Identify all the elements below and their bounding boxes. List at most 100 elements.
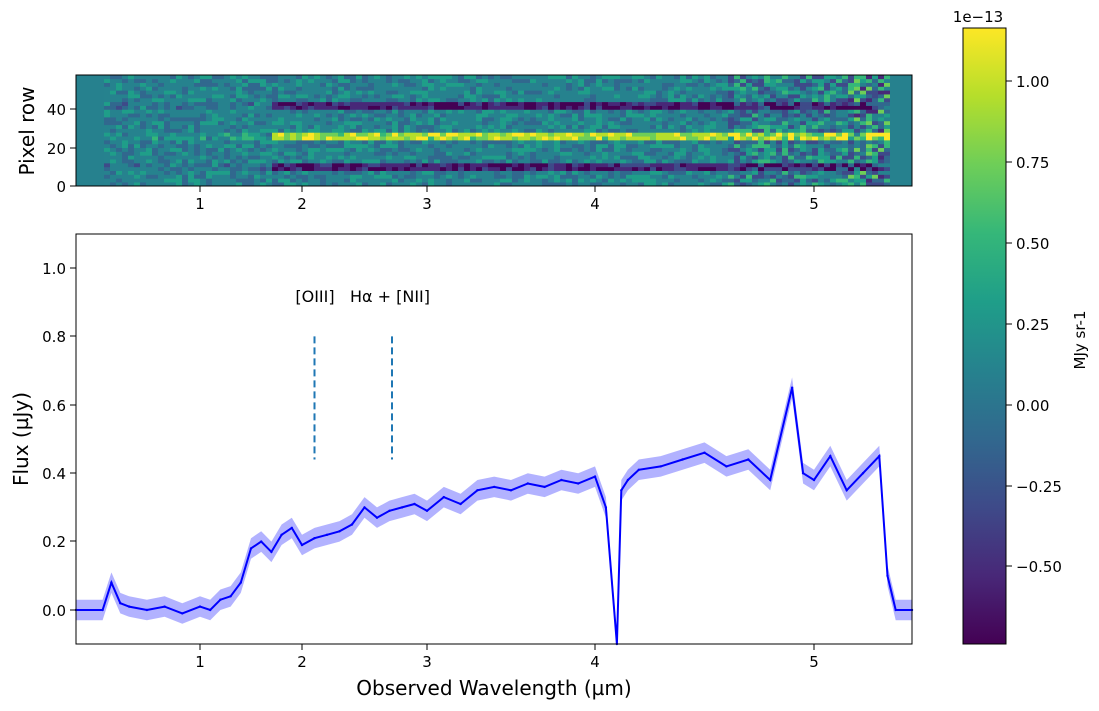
- heatmap-cell: [632, 120, 638, 126]
- heatmap-cell: [530, 128, 536, 133]
- heatmap-cell: [368, 124, 374, 129]
- colorbar-scale-label: 1e−13: [953, 8, 1003, 26]
- heatmap-cell: [200, 75, 206, 80]
- heatmap-cell: [494, 97, 500, 103]
- heatmap-cell: [530, 124, 536, 129]
- heatmap-cell: [584, 136, 590, 141]
- heatmap-cell: [566, 174, 572, 179]
- heatmap-cell: [752, 136, 758, 141]
- heatmap-cell: [182, 97, 188, 103]
- heatmap-cell: [284, 140, 290, 145]
- heatmap-cell: [704, 174, 710, 179]
- heatmap-cell: [434, 94, 440, 99]
- heatmap-cell: [836, 182, 842, 187]
- heatmap-cell: [128, 174, 134, 179]
- heatmap-cell: [800, 151, 806, 156]
- heatmap-cell: [758, 143, 764, 149]
- heatmap-cell: [254, 182, 260, 187]
- heatmap-cell: [212, 128, 218, 133]
- flux-point: [198, 605, 202, 608]
- heatmap-cell: [602, 132, 608, 137]
- heatmap-cell: [620, 109, 626, 114]
- heatmap-cell: [362, 105, 368, 110]
- heatmap-cell: [290, 182, 296, 187]
- heatmap-cell: [830, 101, 836, 106]
- heatmap-cell: [314, 159, 320, 164]
- heatmap-cell: [260, 128, 266, 133]
- heatmap-cell: [362, 120, 368, 126]
- heatmap-cell: [302, 182, 308, 187]
- heatmap-cell: [470, 155, 476, 160]
- heatmap-cell: [266, 140, 272, 145]
- heatmap-cell: [662, 132, 668, 137]
- heatmap-cell: [830, 109, 836, 114]
- heatmap-cell: [608, 159, 614, 164]
- heatmap-cell: [164, 113, 170, 118]
- heatmap-cell: [860, 182, 866, 187]
- heatmap-cell: [632, 101, 638, 106]
- heatmap-cell: [842, 155, 848, 160]
- heatmap-cell: [596, 86, 602, 91]
- heatmap-cell: [302, 120, 308, 126]
- heatmap-cell: [488, 174, 494, 179]
- heatmap-cell: [638, 128, 644, 133]
- heatmap-cell: [800, 128, 806, 133]
- heatmap-cell: [266, 78, 272, 83]
- heatmap-cell: [698, 82, 704, 87]
- heatmap-cell: [572, 90, 578, 95]
- heatmap-cell: [380, 109, 386, 114]
- heatmap-cell: [818, 101, 824, 106]
- heatmap-cell: [512, 178, 518, 183]
- heatmap-cell: [494, 90, 500, 95]
- heatmap-cell: [302, 166, 308, 171]
- heatmap-cell: [302, 105, 308, 110]
- heatmap-cell: [392, 140, 398, 145]
- heatmap-cell: [734, 94, 740, 99]
- heatmap-cell: [146, 101, 152, 106]
- heatmap-cell: [632, 117, 638, 122]
- heatmap-cell: [446, 97, 452, 103]
- heatmap-cell: [248, 147, 254, 152]
- heatmap-cell: [416, 140, 422, 145]
- flux-point: [375, 516, 379, 519]
- heatmap-cell: [122, 97, 128, 103]
- heatmap-cell: [872, 124, 878, 129]
- heatmap-cell: [308, 174, 314, 179]
- heatmap-cell: [428, 117, 434, 122]
- heatmap-cell: [806, 117, 812, 122]
- heatmap-cell: [320, 178, 326, 183]
- heatmap-cell: [554, 140, 560, 145]
- heatmap-cell: [350, 174, 356, 179]
- heatmap-cell: [758, 151, 764, 156]
- heatmap-cell: [434, 128, 440, 133]
- heatmap-cell: [524, 128, 530, 133]
- heatmap-cell: [686, 132, 692, 137]
- heatmap-cell: [128, 147, 134, 152]
- heatmap-cell: [392, 90, 398, 95]
- heatmap-cell: [554, 174, 560, 179]
- heatmap-cell: [446, 147, 452, 152]
- heatmap-cell: [512, 86, 518, 91]
- heatmap-cell: [122, 170, 128, 175]
- heatmap-cell: [416, 117, 422, 122]
- heatmap-cell: [818, 78, 824, 83]
- heatmap-cell: [554, 132, 560, 137]
- heatmap-cell: [518, 147, 524, 152]
- heatmap-cell: [338, 159, 344, 164]
- heatmap-cell: [722, 109, 728, 114]
- heatmap-cell: [164, 140, 170, 145]
- heatmap-cell: [332, 174, 338, 179]
- heatmap-cell: [638, 120, 644, 126]
- heatmap-cell: [338, 97, 344, 103]
- heatmap-cell: [710, 78, 716, 83]
- heatmap-cell: [194, 166, 200, 171]
- heatmap-cell: [236, 97, 242, 103]
- heatmap-cell: [410, 151, 416, 156]
- heatmap-cell: [212, 82, 218, 87]
- heatmap-cell: [866, 109, 872, 114]
- heatmap-cell: [644, 97, 650, 103]
- heatmap-cell: [110, 128, 116, 133]
- heatmap-cell: [338, 78, 344, 83]
- heatmap-cell: [608, 174, 614, 179]
- heatmap-cell: [374, 182, 380, 187]
